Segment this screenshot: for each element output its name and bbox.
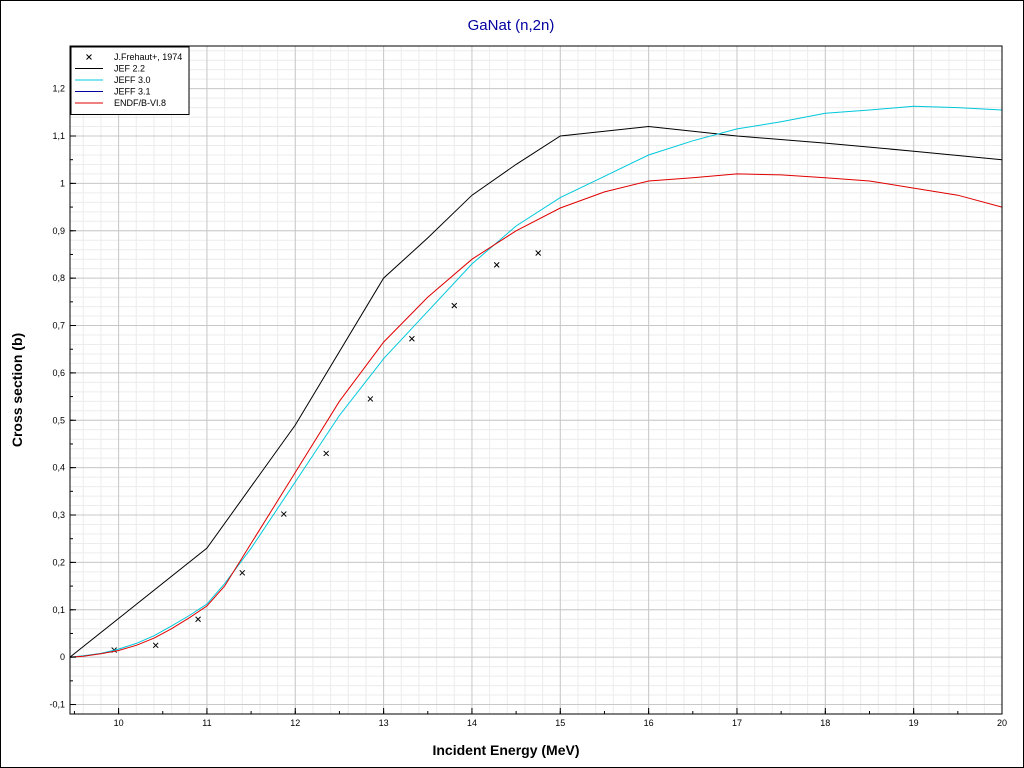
x-tick-label: 16 xyxy=(644,718,654,728)
x-tick-label: 10 xyxy=(114,718,124,728)
y-tick-label: 1,2 xyxy=(52,84,65,94)
data-point-marker xyxy=(323,450,330,457)
y-tick-label: 0,2 xyxy=(52,557,65,567)
x-tick-label: 17 xyxy=(732,718,742,728)
x-tick-label: 20 xyxy=(997,718,1007,728)
plot-area-border xyxy=(69,45,1003,715)
x-axis-label: Incident Energy (MeV) xyxy=(432,742,579,758)
data-point-marker xyxy=(239,569,246,576)
x-tick-label: 14 xyxy=(467,718,477,728)
y-tick-label: 0,4 xyxy=(52,463,65,473)
x-tick-label: 15 xyxy=(555,718,565,728)
legend-label: JEF 2.2 xyxy=(114,64,145,74)
x-tick-label: 12 xyxy=(290,718,300,728)
y-tick-label: -0,1 xyxy=(49,700,65,710)
data-point-marker xyxy=(451,302,458,309)
legend-label: ENDF/B-VI.8 xyxy=(114,98,166,108)
y-tick-label: 0,5 xyxy=(52,415,65,425)
y-axis-label: Cross section (b) xyxy=(9,333,25,447)
series-line xyxy=(69,125,1003,658)
x-tick-label: 13 xyxy=(379,718,389,728)
legend-label: JEFF 3.0 xyxy=(114,75,151,85)
y-tick-label: 0,3 xyxy=(52,510,65,520)
x-tick-label: 19 xyxy=(909,718,919,728)
y-tick-label: 1,1 xyxy=(52,131,65,141)
x-tick-label: 18 xyxy=(820,718,830,728)
series-line xyxy=(69,105,1003,658)
y-tick-label: 0 xyxy=(60,652,65,662)
y-tick-label: 0,9 xyxy=(52,226,65,236)
y-tick-label: 0,1 xyxy=(52,605,65,615)
y-tick-label: 1 xyxy=(60,178,65,188)
y-tick-label: 0,8 xyxy=(52,273,65,283)
data-point-marker xyxy=(152,642,159,649)
y-tick-label: 0,6 xyxy=(52,368,65,378)
x-tick-label: 11 xyxy=(202,718,211,728)
data-point-marker xyxy=(367,396,374,402)
legend-label: J.Frehaut+, 1974 xyxy=(114,52,182,62)
legend-marker xyxy=(86,54,92,60)
data-point-marker xyxy=(493,262,500,268)
chart-title: GaNat (n,2n) xyxy=(468,17,555,34)
plot-series xyxy=(69,105,1003,658)
series-line xyxy=(69,173,1003,658)
data-point-marker xyxy=(535,250,542,256)
data-point-marker xyxy=(409,335,415,342)
data-point-marker xyxy=(280,511,287,517)
data-point-marker xyxy=(195,616,201,623)
legend-label: JEFF 3.1 xyxy=(114,87,151,97)
y-tick-label: 0,7 xyxy=(52,321,65,331)
